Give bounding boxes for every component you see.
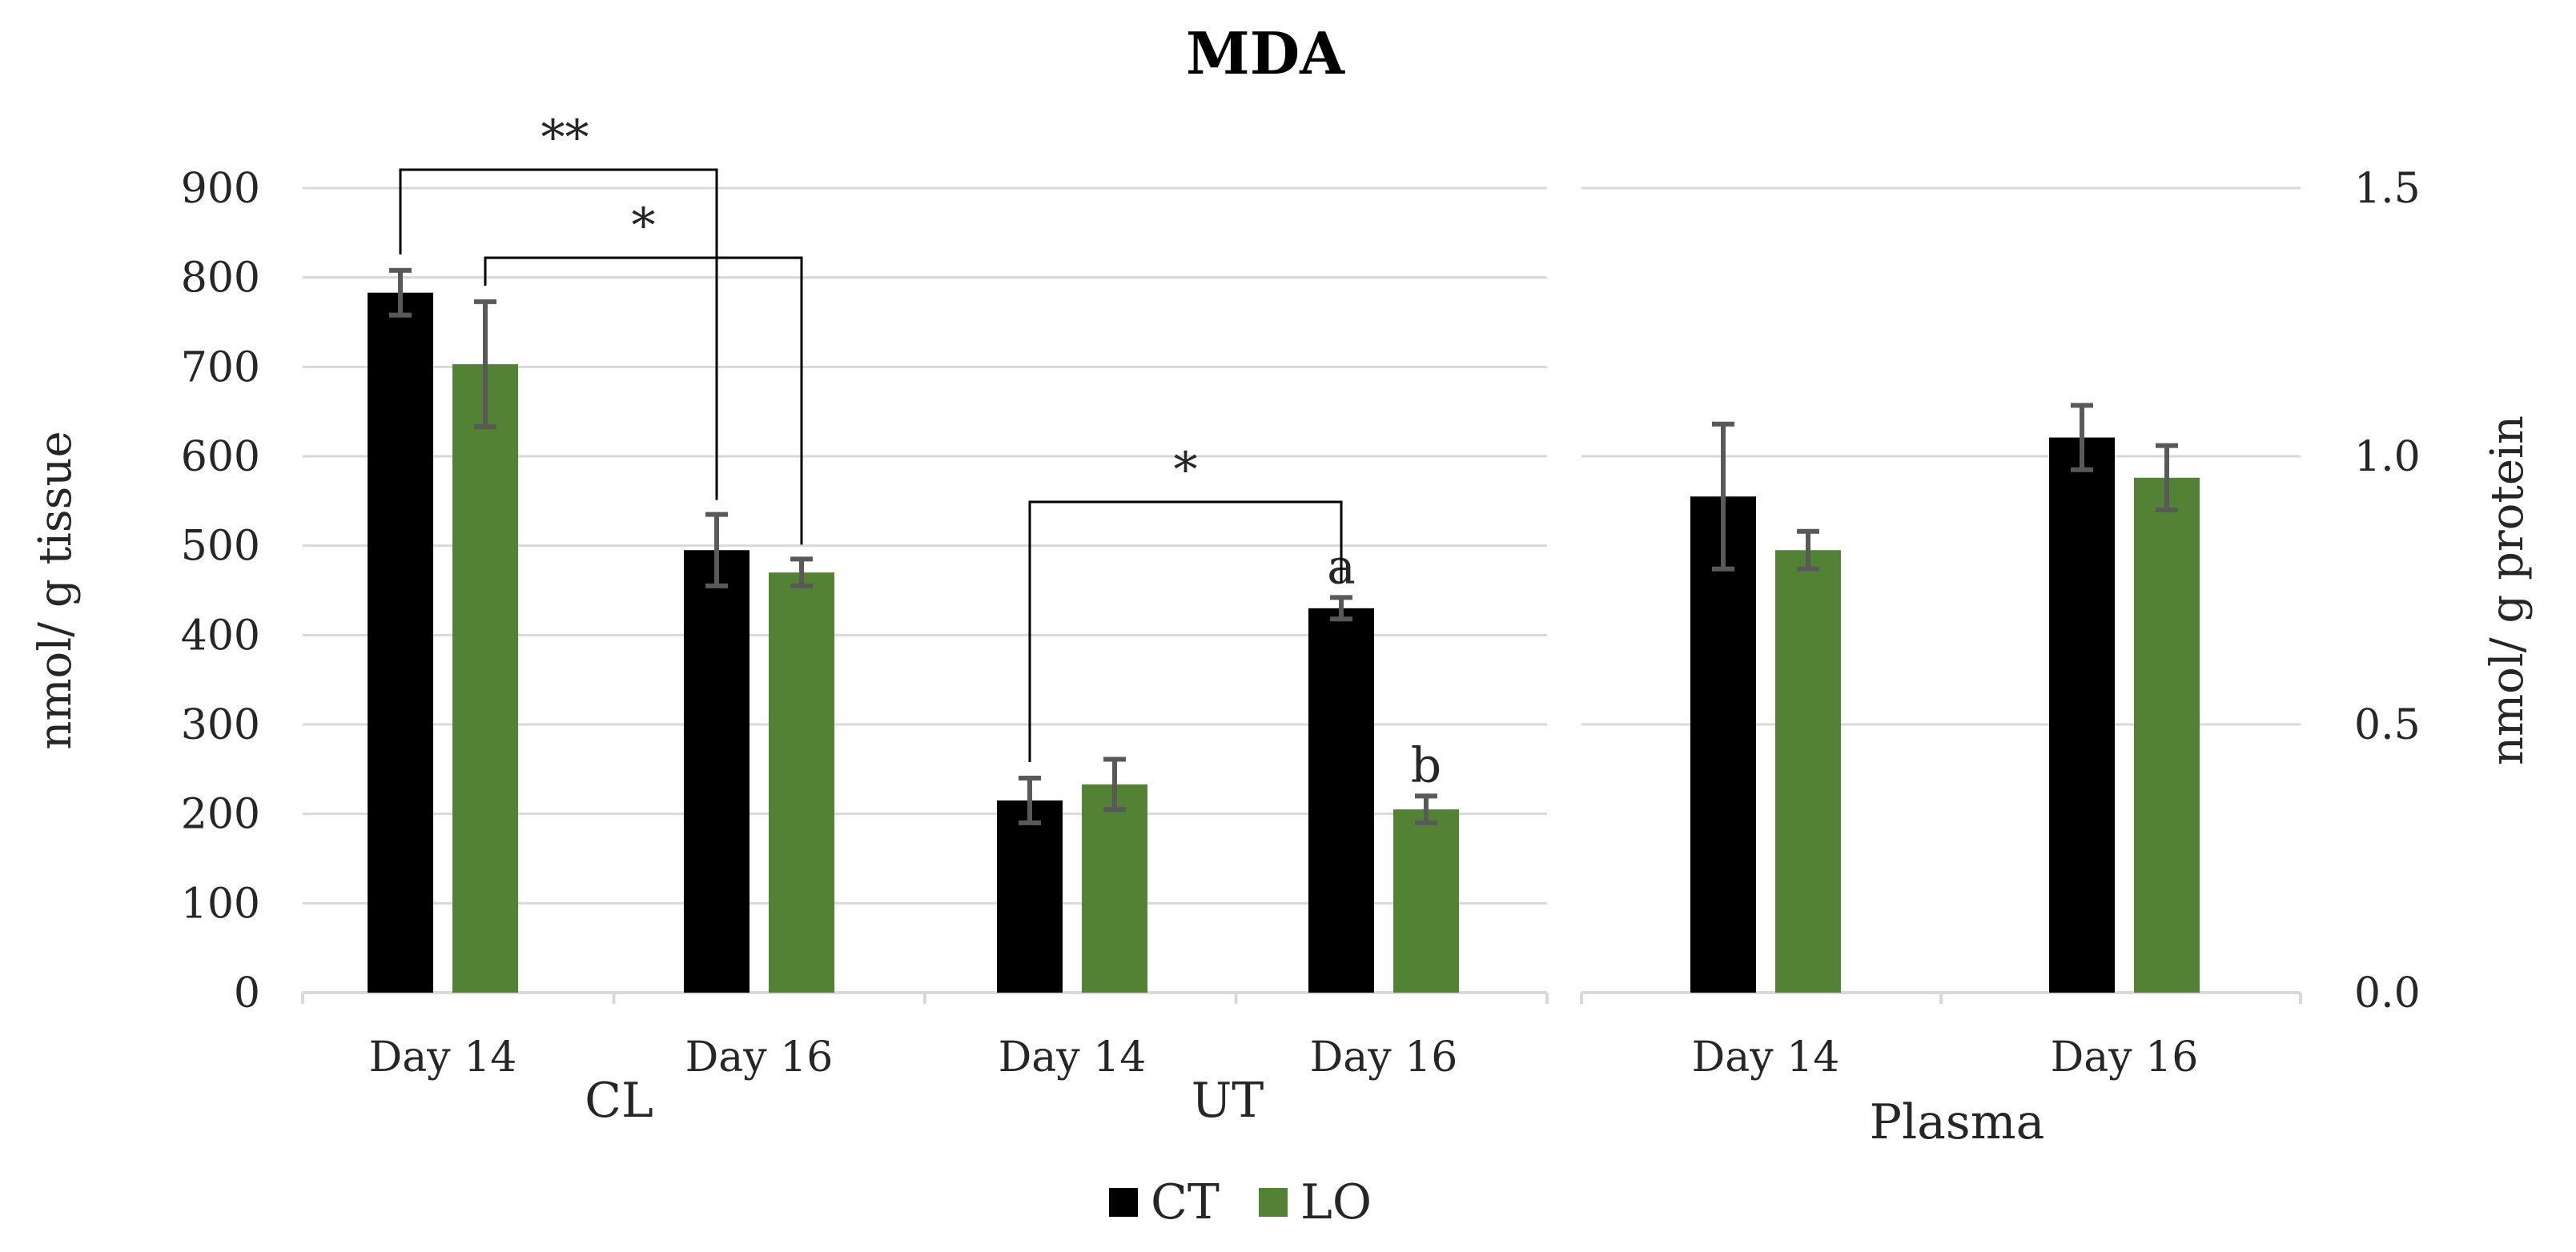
y-tick-label: 400 <box>181 612 260 660</box>
legend-label-lo: LO <box>1300 1174 1372 1230</box>
legend-swatch-ct <box>1109 1188 1138 1217</box>
x-category-label: Day 16 <box>685 1033 834 1081</box>
bars <box>368 292 2200 993</box>
y-tick-label: 0 <box>234 969 260 1017</box>
y-tick-label: 0.0 <box>2354 969 2421 1017</box>
bar-plasma-day14-ct <box>1690 496 1756 993</box>
y-tick-label: 100 <box>181 880 260 928</box>
y-tick-label: 800 <box>181 255 260 303</box>
axis-labels: 0 100 200 300 400 500 600 700 800 900 nmol/ g tiss… <box>30 165 2534 1150</box>
legend-swatch-lo <box>1259 1188 1288 1217</box>
significance-label: * <box>1174 442 1198 498</box>
y-tick-label: 0.5 <box>2354 701 2421 749</box>
y-tick-label: 300 <box>181 701 260 749</box>
y-tick-label: 700 <box>181 343 260 391</box>
bar-cl-day16-lo <box>769 572 834 993</box>
x-category-label: Day 14 <box>999 1033 1147 1081</box>
legend: CT LO <box>1109 1174 1372 1230</box>
y-axis-label: nmol/ g protein <box>2482 415 2534 765</box>
significance-bracket <box>1028 500 1343 762</box>
y-tick-label: 600 <box>181 433 260 481</box>
x-category-label: Day 16 <box>1310 1033 1458 1081</box>
x-category-label: Day 14 <box>1692 1033 1840 1081</box>
x-group-label: UT <box>1192 1073 1264 1129</box>
x-category-label: Day 16 <box>2051 1033 2199 1081</box>
bar-plasma-day16-lo <box>2134 477 2200 993</box>
error-bars <box>389 267 2178 825</box>
y-tick-label: 200 <box>181 791 260 839</box>
bar-plasma-day16-ct <box>2049 437 2115 993</box>
legend-label-ct: CT <box>1151 1174 1220 1230</box>
significance-bracket <box>484 256 803 545</box>
y-tick-label: 900 <box>181 165 260 213</box>
significance-label: * <box>632 198 656 254</box>
annotations: ab**** <box>399 110 1441 793</box>
data-label: b <box>1411 737 1441 793</box>
y-axis-label: nmol/ g tissue <box>30 431 82 749</box>
bar-cl-day16-ct <box>684 550 749 993</box>
x-category-label: Day 14 <box>369 1033 517 1081</box>
bar-ut-day14-lo <box>1082 784 1147 993</box>
significance-bracket <box>399 168 718 500</box>
gridlines <box>301 187 2302 1004</box>
bar-ut-day16-ct <box>1308 608 1374 993</box>
bar-cl-day14-ct <box>368 292 433 993</box>
chart-title: MDA <box>1186 19 1345 87</box>
bar-plasma-day14-lo <box>1775 550 1841 993</box>
significance-label: ** <box>541 110 589 166</box>
bar-ut-day16-lo <box>1393 809 1459 993</box>
x-group-label: Plasma <box>1870 1094 2045 1150</box>
y-tick-label: 1.5 <box>2354 165 2421 213</box>
x-group-label: CL <box>585 1073 653 1129</box>
y-tick-label: 1.0 <box>2354 433 2421 481</box>
bar-ut-day14-ct <box>997 800 1063 993</box>
bar-cl-day14-lo <box>452 363 518 993</box>
y-tick-label: 500 <box>181 523 260 571</box>
